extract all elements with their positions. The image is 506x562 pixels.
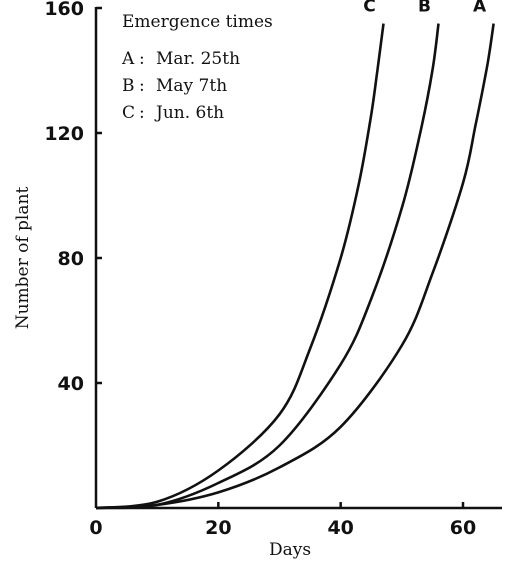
series-b-label: B bbox=[418, 0, 431, 17]
legend: Emergence times A : Mar. 25th B : May 7t… bbox=[121, 12, 273, 123]
legend-title: Emergence times bbox=[122, 12, 273, 32]
series-c-label: C bbox=[363, 0, 375, 17]
series-a-line bbox=[95, 23, 495, 510]
x-tick-label-40: 40 bbox=[327, 517, 353, 539]
y-tick-label-80: 80 bbox=[58, 248, 84, 270]
legend-entry-c-date: Jun. 6th bbox=[154, 103, 224, 123]
series-b-line bbox=[95, 23, 440, 510]
y-axis-title: Number of plant bbox=[13, 187, 33, 330]
legend-entry-a-sep: : bbox=[139, 49, 145, 69]
x-tick-label-60: 60 bbox=[450, 517, 476, 539]
legend-entry-b-key: B bbox=[122, 76, 135, 96]
curves-layer: ABC bbox=[95, 0, 495, 510]
series-a-label: A bbox=[473, 0, 487, 17]
legend-entry-c-key: C bbox=[122, 103, 135, 123]
legend-entry-a-date: Mar. 25th bbox=[156, 49, 240, 69]
series-c-line bbox=[95, 23, 385, 510]
legend-entry-b: B : May 7th bbox=[122, 76, 227, 96]
x-tick-label-0: 0 bbox=[89, 517, 102, 539]
x-tick-label-20: 20 bbox=[205, 517, 231, 539]
legend-entry-b-sep: : bbox=[139, 76, 145, 96]
y-tick-label-120: 120 bbox=[44, 123, 84, 145]
legend-entry-a-key: A bbox=[121, 49, 135, 69]
y-tick-label-160: 160 bbox=[44, 0, 84, 20]
legend-entry-a: A : Mar. 25th bbox=[121, 49, 240, 69]
legend-entry-c: C : Jun. 6th bbox=[122, 103, 224, 123]
y-tick-label-40: 40 bbox=[58, 373, 84, 395]
x-axis-title: Days bbox=[269, 540, 311, 560]
ticks-layer: 0 20 40 60 40 80 120 160 bbox=[44, 0, 476, 539]
legend-entry-c-sep: : bbox=[139, 103, 145, 123]
legend-entry-b-date: May 7th bbox=[156, 76, 227, 96]
